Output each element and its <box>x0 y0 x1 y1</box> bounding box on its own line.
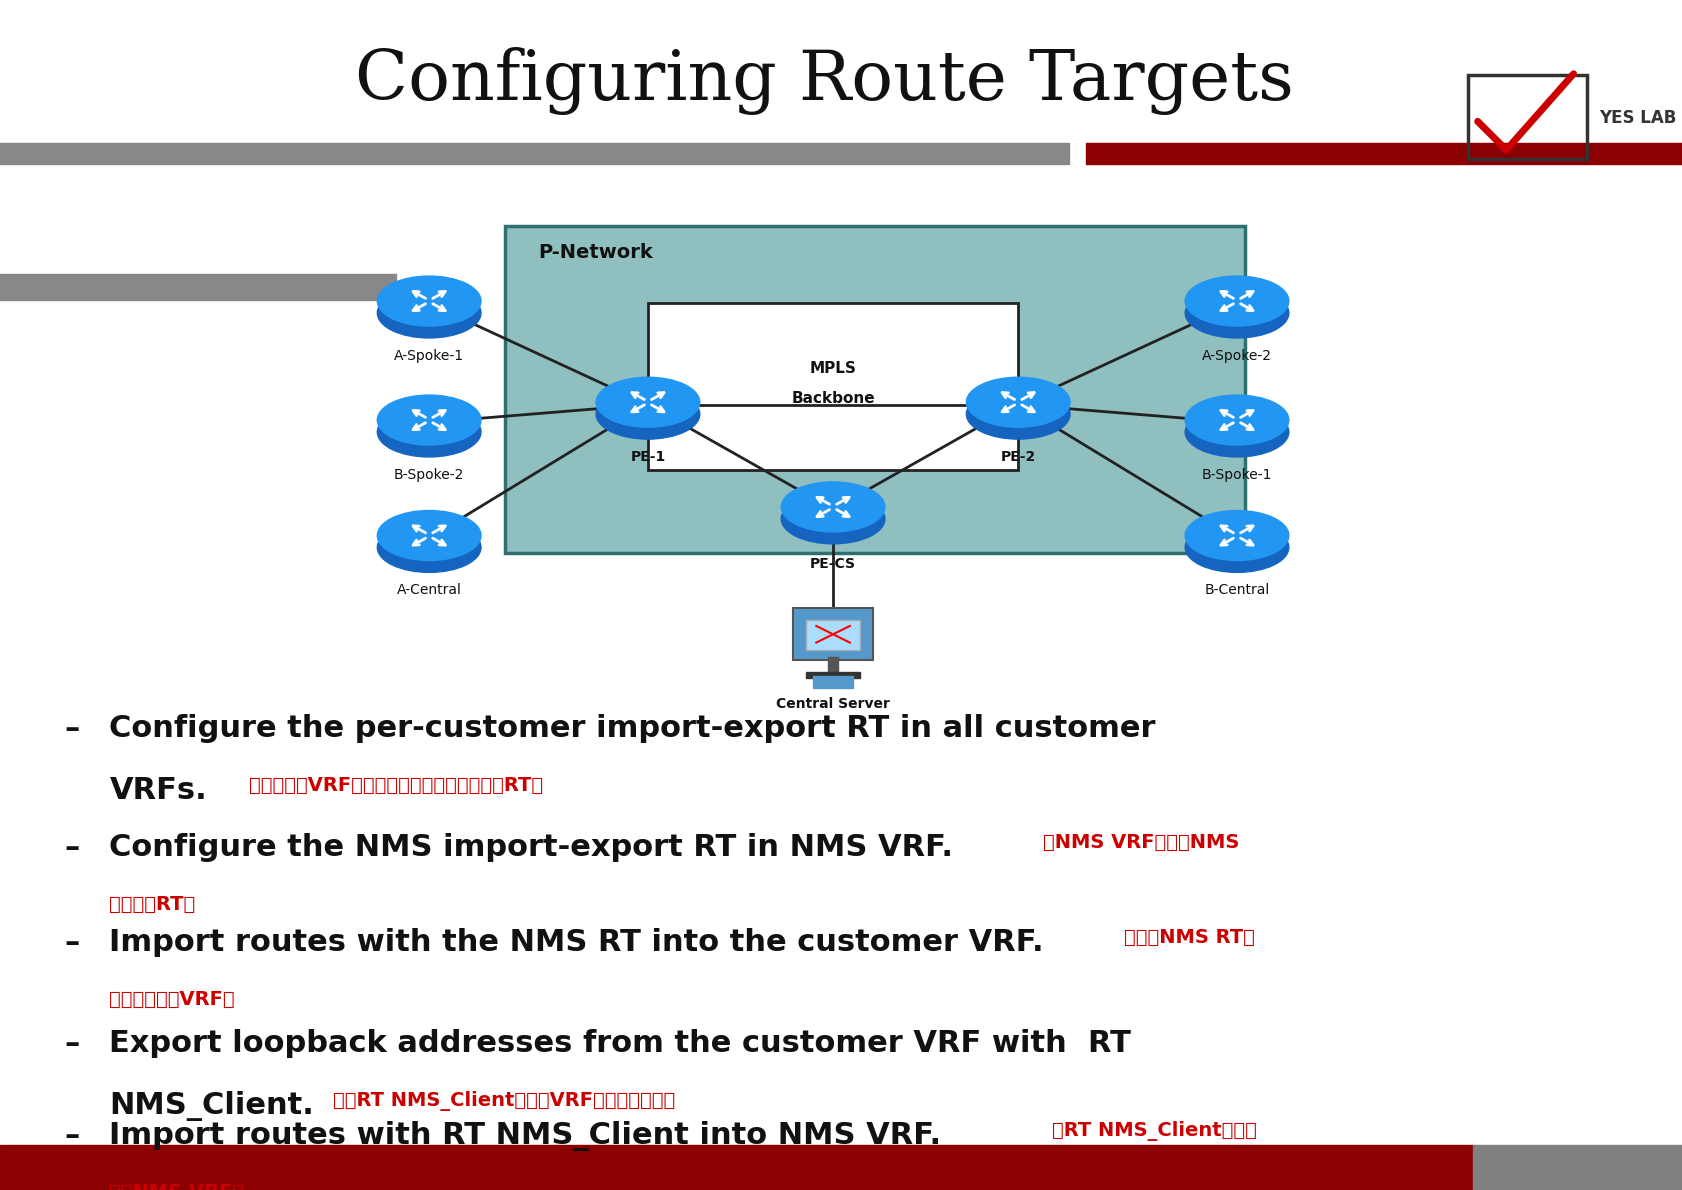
Text: 使用RT NMS_Client从客户VRF导出环回地址。: 使用RT NMS_Client从客户VRF导出环回地址。 <box>333 1091 674 1111</box>
Bar <box>806 672 860 678</box>
Ellipse shape <box>377 288 481 338</box>
Text: 在所有客户VRF中配置每个客户的导入和导出RT。: 在所有客户VRF中配置每个客户的导入和导出RT。 <box>249 776 543 795</box>
FancyBboxPatch shape <box>505 226 1245 553</box>
Text: 将RT NMS_Client的路由: 将RT NMS_Client的路由 <box>1051 1121 1256 1141</box>
Ellipse shape <box>377 407 481 457</box>
Text: A-Spoke-1: A-Spoke-1 <box>394 349 464 363</box>
Text: –: – <box>64 1029 79 1058</box>
Ellipse shape <box>377 511 481 560</box>
Ellipse shape <box>377 395 481 445</box>
Ellipse shape <box>1184 288 1288 338</box>
Text: YES LAB: YES LAB <box>1598 108 1675 127</box>
Ellipse shape <box>377 522 481 572</box>
Text: 导入导出RT。: 导入导出RT。 <box>109 895 195 914</box>
Text: A-Central: A-Central <box>397 583 461 597</box>
Text: Configuring Route Targets: Configuring Route Targets <box>355 46 1293 115</box>
Text: B-Central: B-Central <box>1204 583 1268 597</box>
Ellipse shape <box>1184 395 1288 445</box>
Text: 将带有NMS RT的: 将带有NMS RT的 <box>1124 928 1255 947</box>
Bar <box>828 657 838 674</box>
Text: PE-2: PE-2 <box>1001 450 1034 464</box>
Text: MPLS: MPLS <box>809 362 856 376</box>
Ellipse shape <box>1184 511 1288 560</box>
Ellipse shape <box>1184 276 1288 326</box>
Bar <box>0 1145 1472 1190</box>
Bar <box>0 274 395 300</box>
Ellipse shape <box>965 389 1070 439</box>
Text: 在NMS VRF中配置NMS: 在NMS VRF中配置NMS <box>1043 833 1240 852</box>
Text: Configure the per-customer import-export RT in all customer: Configure the per-customer import-export… <box>109 714 1156 743</box>
Ellipse shape <box>377 276 481 326</box>
Ellipse shape <box>1184 522 1288 572</box>
Text: Import routes with RT NMS_Client into NMS VRF.: Import routes with RT NMS_Client into NM… <box>109 1121 940 1151</box>
Text: PE-1: PE-1 <box>631 450 664 464</box>
Ellipse shape <box>965 377 1070 427</box>
Text: PE-CS: PE-CS <box>809 557 856 571</box>
Ellipse shape <box>595 377 700 427</box>
Text: VRFs.: VRFs. <box>109 776 207 804</box>
FancyBboxPatch shape <box>806 620 860 650</box>
Text: NMS_Client.: NMS_Client. <box>109 1091 315 1121</box>
FancyBboxPatch shape <box>648 303 1018 470</box>
Text: –: – <box>64 714 79 743</box>
Text: Import routes with the NMS RT into the customer VRF.: Import routes with the NMS RT into the c… <box>109 928 1043 957</box>
Text: Configure the NMS import-export RT in NMS VRF.: Configure the NMS import-export RT in NM… <box>109 833 952 862</box>
Text: –: – <box>64 928 79 957</box>
Bar <box>1085 143 1682 164</box>
Text: –: – <box>64 1121 79 1150</box>
Ellipse shape <box>595 389 700 439</box>
FancyBboxPatch shape <box>792 608 873 660</box>
Bar <box>1472 1145 1682 1190</box>
Text: P-Network: P-Network <box>538 243 653 262</box>
Bar <box>0 143 1068 164</box>
Text: B-Spoke-1: B-Spoke-1 <box>1201 468 1272 482</box>
Bar <box>812 676 853 688</box>
Text: 路由导入客户VRF。: 路由导入客户VRF。 <box>109 990 235 1009</box>
Text: Backbone: Backbone <box>791 392 875 406</box>
Text: Export loopback addresses from the customer VRF with  RT: Export loopback addresses from the custo… <box>109 1029 1130 1058</box>
Text: –: – <box>64 833 79 862</box>
Text: A-Spoke-2: A-Spoke-2 <box>1201 349 1272 363</box>
Text: Central Server: Central Server <box>775 697 890 712</box>
Ellipse shape <box>780 482 885 532</box>
Text: 导入NMS VRF。: 导入NMS VRF。 <box>109 1183 244 1190</box>
Text: B-Spoke-2: B-Spoke-2 <box>394 468 464 482</box>
Ellipse shape <box>780 494 885 544</box>
Ellipse shape <box>1184 407 1288 457</box>
